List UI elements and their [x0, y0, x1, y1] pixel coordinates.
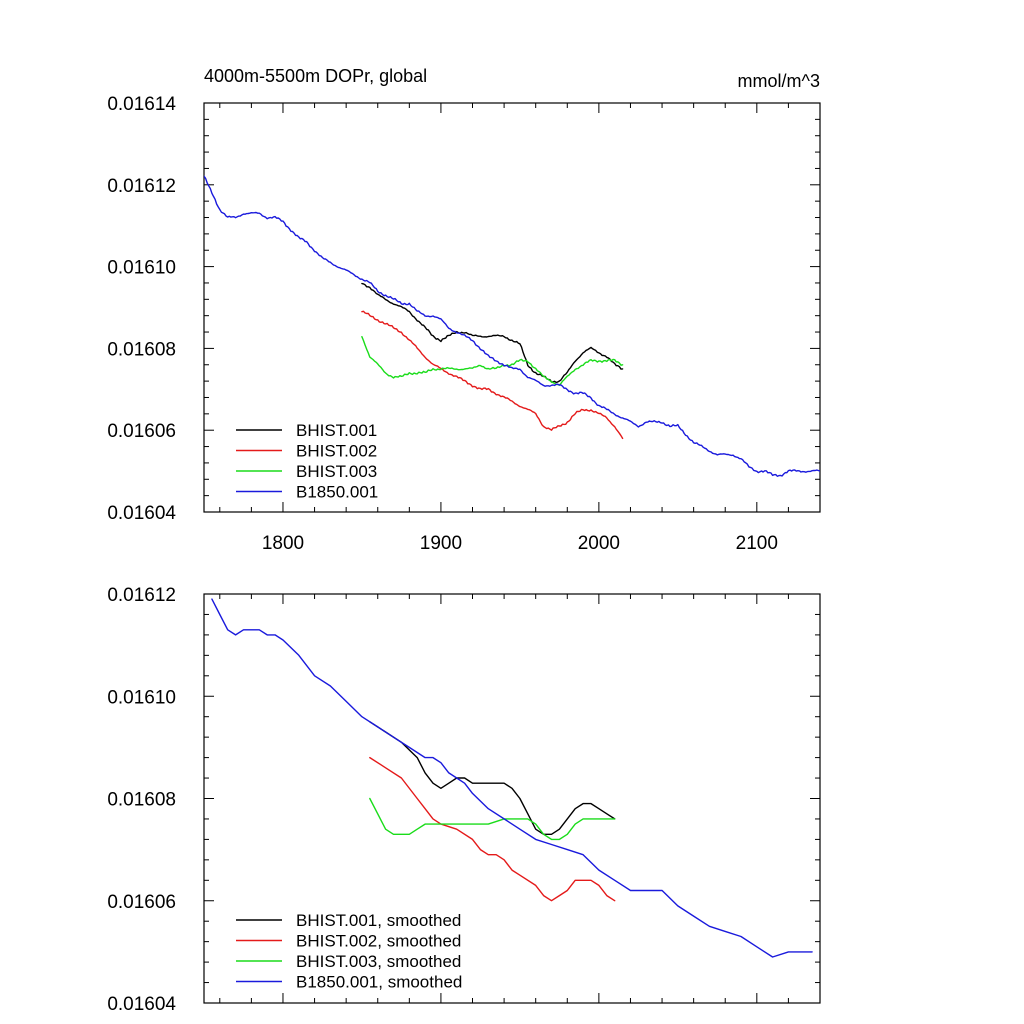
legend-label: BHIST.002, smoothed — [296, 932, 461, 951]
y-tick-label: 0.01606 — [107, 892, 176, 913]
y-tick-label: 0.01614 — [107, 94, 176, 115]
legend-label: BHIST.001 — [296, 421, 377, 440]
x-tick-label: 1800 — [262, 533, 304, 554]
y-tick-label: 0.01604 — [107, 503, 176, 524]
series-line-bhist-001-smoothed — [369, 721, 616, 835]
legend-label: BHIST.003, smoothed — [296, 952, 461, 971]
legend-label: B1850.001, smoothed — [296, 973, 462, 992]
y-tick-label: 0.01606 — [107, 421, 176, 442]
legend-label: BHIST.003 — [296, 462, 377, 481]
chart-units: mmol/m^3 — [738, 71, 820, 91]
x-tick-label: 1900 — [420, 533, 462, 554]
y-tick-label: 0.01604 — [107, 994, 176, 1015]
plot-frame — [203, 102, 821, 513]
legend-label: BHIST.001, smoothed — [296, 911, 461, 930]
series-line-bhist-001 — [361, 282, 624, 384]
legend-label: BHIST.002 — [296, 442, 377, 461]
panel-bottom: 0.01604 0.01606 0.01608 0.01610 0.01612 BHIST… — [107, 585, 821, 1015]
series-line-b1850-001 — [204, 175, 820, 477]
series-line-bhist-002-smoothed — [369, 756, 616, 902]
chart-title: 4000m-5500m DOPr, global — [204, 66, 427, 86]
x-tick-label: 2000 — [578, 533, 620, 554]
series-line-bhist-003 — [361, 336, 624, 386]
y-tick-label: 0.01612 — [107, 585, 176, 606]
x-tick-label: 2100 — [736, 533, 778, 554]
y-tick-label: 0.01610 — [107, 258, 176, 279]
y-tick-label: 0.01610 — [107, 687, 176, 708]
series-line-bhist-003-smoothed — [369, 797, 616, 841]
legend-label: B1850.001 — [296, 483, 378, 502]
y-tick-label: 0.01608 — [107, 790, 176, 811]
y-tick-label: 0.01612 — [107, 176, 176, 197]
series-line-bhist-002 — [361, 310, 624, 440]
panel-top: 1800 1900 2000 2100 0.01604 0.01606 0.01608 0.0… — [107, 94, 821, 554]
y-tick-label: 0.01608 — [107, 339, 176, 360]
series-line-b1850-001-smoothed — [211, 598, 813, 958]
